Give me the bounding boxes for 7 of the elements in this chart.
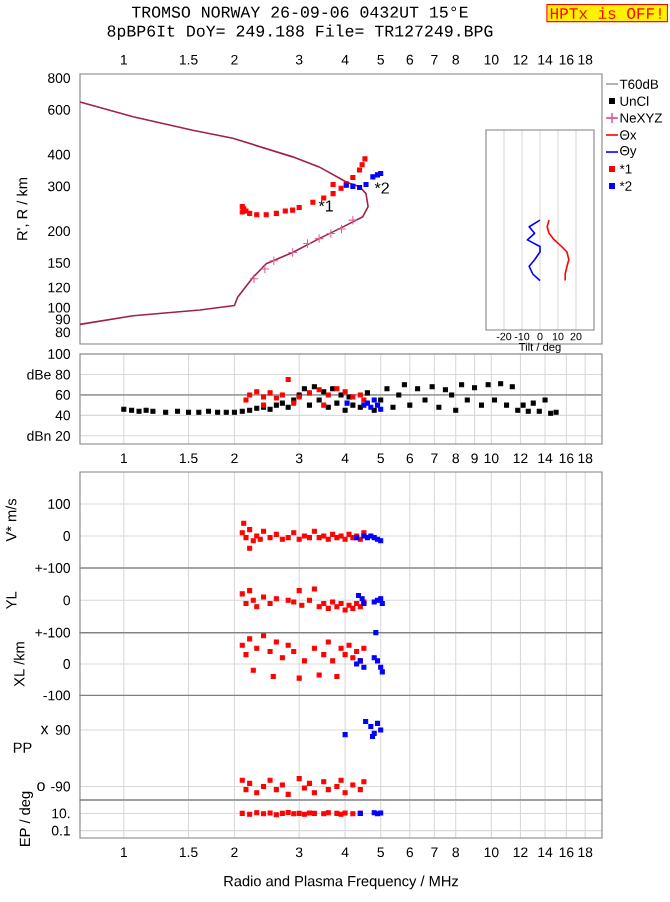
chart-title: TROMSO NORWAY 26-09-06 0432UT 15°E (131, 6, 468, 18)
text: HPTx is OFF! (550, 7, 661, 19)
text: x (40, 725, 49, 735)
annotation: *2 (374, 182, 389, 194)
annotation: *1 (318, 200, 333, 212)
chart-subtitle: 8pBP6It DoY= 249.188 File= TR127249.BPG (107, 24, 493, 40)
text: o (37, 782, 45, 792)
